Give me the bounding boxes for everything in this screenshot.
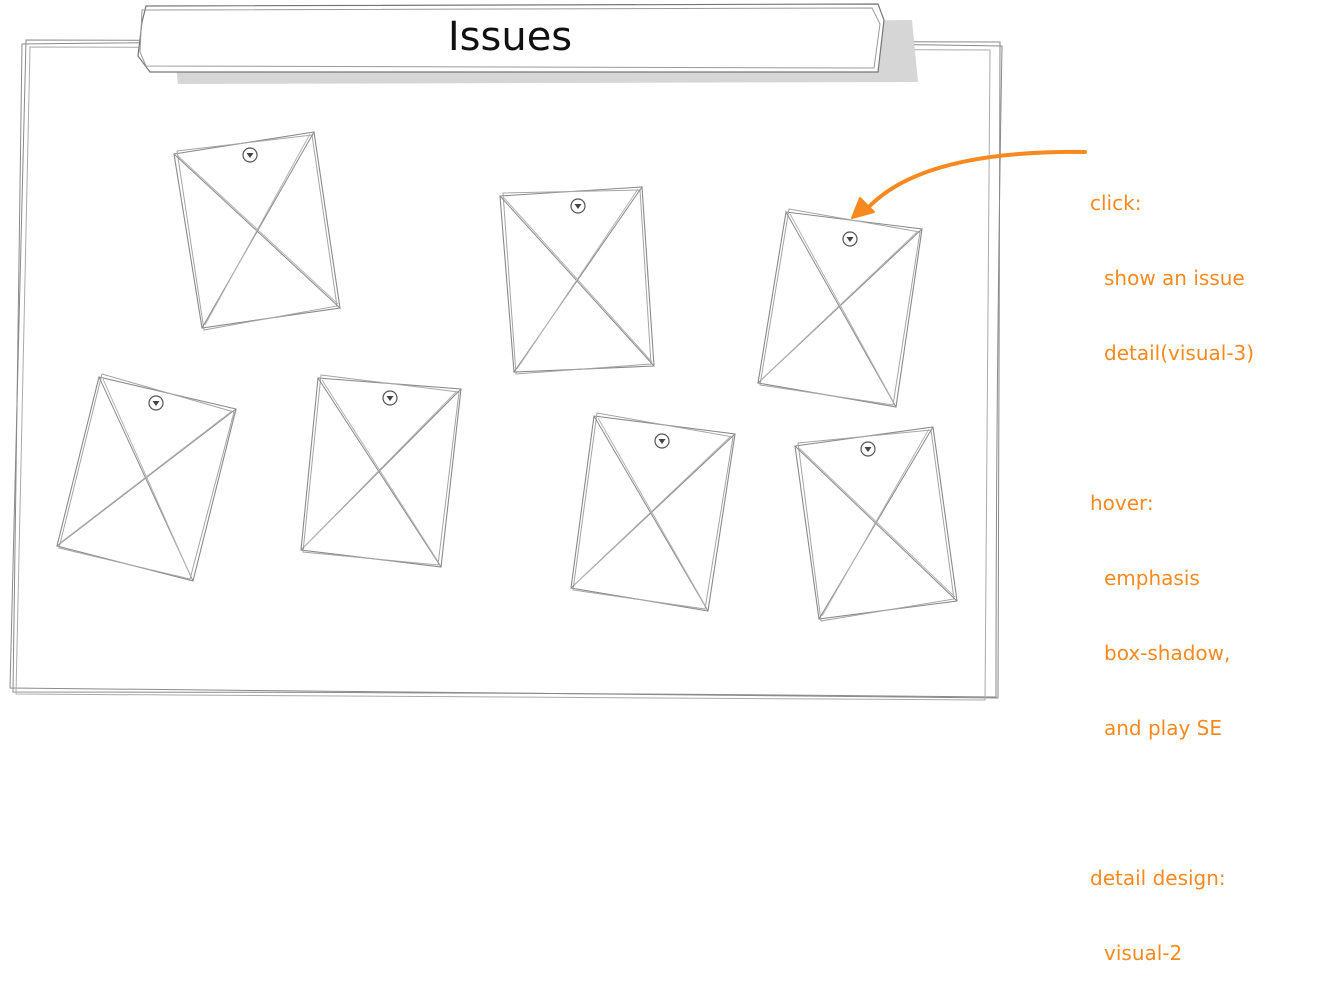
- issue-card-5[interactable]: [300, 374, 462, 568]
- dropdown-marker-icon: [242, 147, 258, 163]
- hover-note-line-1: emphasis: [1104, 566, 1200, 590]
- wireframe-canvas: [9, 3, 1087, 701]
- hover-note-line-3: and play SE: [1104, 716, 1223, 740]
- dropdown-marker-icon: [654, 433, 670, 449]
- dropdown-marker-icon: [382, 390, 398, 406]
- curved-arrow-icon: [851, 149, 1087, 219]
- click-note-line-1: show an issue: [1104, 266, 1245, 290]
- page-title: Issues: [447, 14, 573, 60]
- dropdown-marker-icon: [148, 395, 164, 411]
- detail-design-label: detail design:: [1090, 866, 1226, 890]
- hover-note-line-2: box-shadow,: [1104, 641, 1231, 665]
- dropdown-marker-icon: [842, 231, 858, 247]
- issue-card-1[interactable]: [173, 131, 341, 331]
- dropdown-marker-icon: [860, 441, 876, 457]
- dropdown-marker-icon: [570, 198, 586, 214]
- issue-card-2[interactable]: [499, 186, 655, 375]
- hover-label: hover:: [1090, 491, 1154, 515]
- click-note-line-2: detail(visual-3): [1104, 341, 1255, 365]
- issue-card-7[interactable]: [794, 426, 958, 622]
- issue-card-4[interactable]: [56, 373, 237, 582]
- annotation-notes: click: show an issue detail(visual-3) ho…: [1090, 141, 1254, 991]
- issue-card-6[interactable]: [570, 412, 736, 612]
- title-bar: [137, 3, 918, 84]
- issue-card-3[interactable]: [757, 208, 923, 408]
- detail-design-note: visual-2: [1104, 941, 1183, 965]
- click-label: click:: [1090, 191, 1142, 215]
